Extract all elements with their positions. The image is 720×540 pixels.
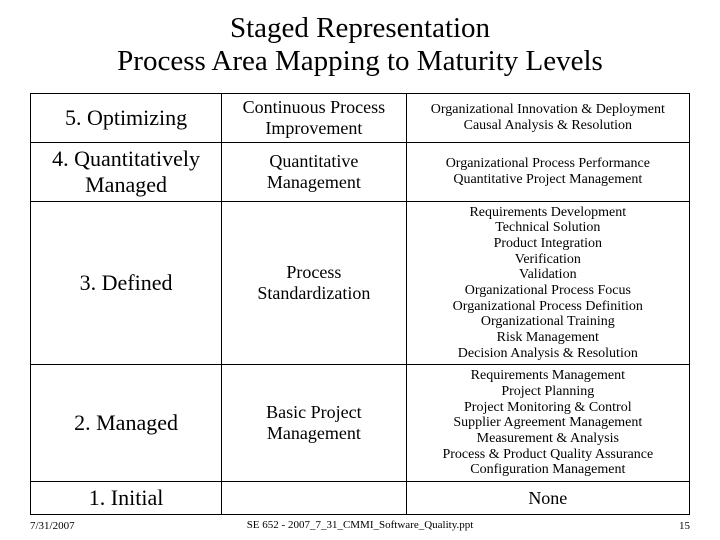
cell-areas: None — [406, 482, 689, 515]
table-row: 1. Initial None — [31, 482, 690, 515]
title-line-2: Process Area Mapping to Maturity Levels — [117, 45, 603, 77]
cell-focus: Continuous Process Improvement — [222, 93, 407, 142]
cell-areas: Organizational Innovation & DeploymentCa… — [406, 93, 689, 142]
table-row: 2. Managed Basic Project Management Requ… — [31, 365, 690, 482]
cell-focus: Quantitative Management — [222, 142, 407, 201]
cell-areas: Requirements DevelopmentTechnical Soluti… — [406, 201, 689, 365]
maturity-table: 5. Optimizing Continuous Process Improve… — [30, 93, 690, 515]
footer-file: SE 652 - 2007_7_31_CMMI_Software_Quality… — [30, 519, 690, 532]
cell-level: 2. Managed — [31, 365, 222, 482]
table-row: 3. Defined Process Standardization Requi… — [31, 201, 690, 365]
cell-level: 3. Defined — [31, 201, 222, 365]
table-row: 5. Optimizing Continuous Process Improve… — [31, 93, 690, 142]
slide-title: Staged Representation Process Area Mappi… — [30, 12, 690, 79]
cell-areas: Requirements ManagementProject PlanningP… — [406, 365, 689, 482]
slide: Staged Representation Process Area Mappi… — [0, 0, 720, 540]
cell-areas: Organizational Process PerformanceQuanti… — [406, 142, 689, 201]
table-row: 4. Quantitatively Managed Quantitative M… — [31, 142, 690, 201]
cell-level: 1. Initial — [31, 482, 222, 515]
cell-focus: Basic Project Management — [222, 365, 407, 482]
footer-pageno: 15 — [679, 520, 690, 532]
title-line-1: Staged Representation — [230, 12, 490, 44]
cell-level: 4. Quantitatively Managed — [31, 142, 222, 201]
cell-level: 5. Optimizing — [31, 93, 222, 142]
cell-focus — [222, 482, 407, 515]
cell-focus: Process Standardization — [222, 201, 407, 365]
